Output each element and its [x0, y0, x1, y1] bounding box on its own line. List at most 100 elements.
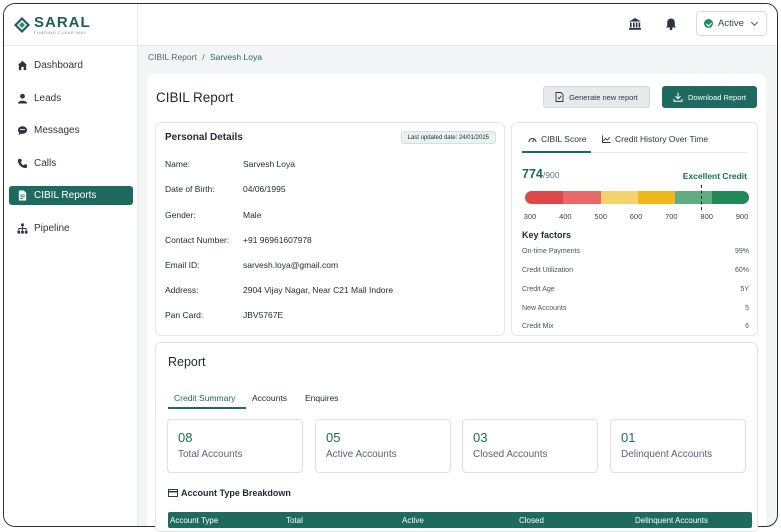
- tab-accounts[interactable]: Accounts: [252, 393, 287, 403]
- column-header: Active: [402, 516, 424, 525]
- page-title: CIBIL Report: [156, 90, 234, 105]
- gauge-segment: [638, 191, 675, 204]
- sidebar-item-messages[interactable]: Messages: [9, 121, 133, 140]
- personal-details-card: Personal Details Last updated date: 24/0…: [155, 122, 505, 336]
- sidebar-item-label: Pipeline: [34, 222, 70, 234]
- bank-icon[interactable]: [628, 17, 642, 31]
- generate-report-label: Generate new report: [569, 92, 638, 102]
- field-label: Name:: [165, 159, 191, 169]
- sidebar-item-dashboard[interactable]: Dashboard: [9, 56, 133, 75]
- stat-value: 03: [473, 430, 488, 445]
- tab-enquires[interactable]: Enquires: [305, 393, 339, 403]
- brand-tagline: FUNDING CLEAR WAY: [34, 29, 87, 35]
- personal-details-title: Personal Details: [165, 132, 243, 143]
- cibil-score-card: CIBIL Score Credit History Over Time 774…: [511, 122, 758, 336]
- key-factor-label: New Accounts: [522, 305, 567, 312]
- tab-label: Credit History Over Time: [615, 134, 709, 144]
- key-factor-row: New Accounts 5: [522, 305, 749, 312]
- gauge-tick-label: 900: [735, 212, 749, 221]
- status-value: Active: [718, 18, 744, 29]
- gauge-segment: [563, 191, 601, 204]
- gauge-tick-label: 300: [523, 212, 537, 221]
- top-bar: Active: [138, 4, 777, 46]
- address-value: 2904 Vijay Nagar, Near C21 Mall Indore: [243, 285, 394, 295]
- last-updated-badge: Last updated date: 24/01/2025: [400, 131, 496, 144]
- gauge-tick-label: 800: [700, 212, 713, 221]
- stat-label: Delinquent Accounts: [621, 449, 713, 460]
- stat-card-delinquent: 01 Delinquent Accounts: [610, 419, 746, 473]
- tab-cibil-score[interactable]: CIBIL Score: [528, 134, 587, 144]
- gauge-tick-label: 600: [629, 212, 643, 221]
- field-label: Address:: [165, 285, 199, 295]
- report-title: Report: [168, 355, 206, 369]
- status-select[interactable]: Active: [696, 11, 767, 36]
- key-factor-label: Credit Utilization: [522, 267, 573, 274]
- breadcrumb-root[interactable]: CIBIL Report: [148, 52, 197, 62]
- breakdown-title-text: Account Type Breakdown: [181, 488, 291, 498]
- sidebar-item-label: Dashboard: [34, 60, 83, 71]
- home-icon: [17, 60, 28, 71]
- sidebar-item-label: CIBIL Reports: [34, 190, 97, 201]
- brand-name: SARAL: [34, 13, 91, 31]
- pan-value: JBV5767E: [243, 310, 284, 320]
- gauge-segment: [525, 191, 563, 204]
- sidebar-item-calls[interactable]: Calls: [9, 154, 133, 173]
- gauge-icon: [528, 137, 537, 142]
- stat-card-active: 05 Active Accounts: [315, 419, 451, 473]
- gauge-tick-label: 700: [665, 212, 678, 221]
- dob-value: 04/06/1995: [243, 184, 286, 194]
- key-factor-row: On-time Payments 99%: [522, 248, 749, 255]
- gauge-tick-label: 500: [594, 212, 607, 221]
- stat-card-total: 08 Total Accounts: [167, 419, 303, 473]
- line-chart-icon: [602, 135, 611, 143]
- key-factor-row: Credit Mix 6: [522, 323, 749, 330]
- document-icon: [18, 190, 27, 201]
- bell-icon[interactable]: [664, 17, 678, 31]
- sidebar-item-leads[interactable]: Leads: [9, 89, 133, 108]
- stat-value: 01: [621, 430, 636, 445]
- tab-credit-history[interactable]: Credit History Over Time: [602, 134, 708, 144]
- column-header: Account Type: [170, 516, 219, 525]
- tab-divider: [522, 152, 747, 153]
- download-icon: [673, 92, 683, 102]
- key-factor-value: 5: [745, 305, 749, 312]
- sidebar-item-pipeline[interactable]: Pipeline: [9, 219, 133, 238]
- check-circle-icon: [704, 19, 713, 28]
- chevron-down-icon: [750, 18, 759, 27]
- tab-credit-summary[interactable]: Credit Summary: [174, 393, 236, 403]
- score-max: /900: [542, 170, 560, 180]
- key-factor-label: Credit Age: [522, 286, 555, 293]
- generate-report-button[interactable]: Generate new report: [543, 86, 650, 108]
- stat-value: 08: [178, 430, 193, 445]
- sidebar-item-label: Messages: [34, 125, 80, 136]
- brand-logo[interactable]: SARAL FUNDING CLEAR WAY: [4, 4, 137, 46]
- key-factor-value: 99%: [734, 248, 749, 255]
- saral-logo-icon: [14, 16, 30, 33]
- key-factor-value: 6: [745, 323, 749, 330]
- field-label: Email ID:: [165, 260, 200, 270]
- stat-label: Active Accounts: [326, 449, 397, 460]
- download-report-button[interactable]: Download Report: [662, 86, 757, 108]
- gauge-segment: [712, 191, 749, 204]
- key-factor-row: Credit Age 5Y: [522, 286, 749, 293]
- hierarchy-icon: [17, 222, 28, 234]
- stat-value: 05: [326, 430, 341, 445]
- gauge-segment: [675, 191, 712, 204]
- report-card: Report Credit Summary Accounts Enquires …: [155, 342, 758, 532]
- sidebar-item-cibil-reports[interactable]: CIBIL Reports: [9, 186, 133, 205]
- sidebar-item-label: Leads: [34, 92, 62, 104]
- stat-card-closed: 03 Closed Accounts: [462, 419, 598, 473]
- download-report-label: Download Report: [688, 92, 746, 102]
- chat-icon: [17, 126, 28, 136]
- gauge-segment: [601, 191, 638, 204]
- breakdown-title: Account Type Breakdown: [168, 488, 291, 498]
- card-icon: [168, 489, 178, 497]
- column-header: Total: [286, 516, 303, 525]
- key-factor-label: On-time Payments: [522, 248, 580, 255]
- key-factor-value: 60%: [734, 267, 749, 274]
- gender-value: Male: [243, 210, 262, 220]
- breadcrumb-current: Sarvesh Loya: [209, 52, 262, 62]
- column-header: Closed: [519, 516, 544, 525]
- score-rating: Excellent Credit: [682, 171, 747, 181]
- name-value: Sarvesh Loya: [243, 159, 295, 169]
